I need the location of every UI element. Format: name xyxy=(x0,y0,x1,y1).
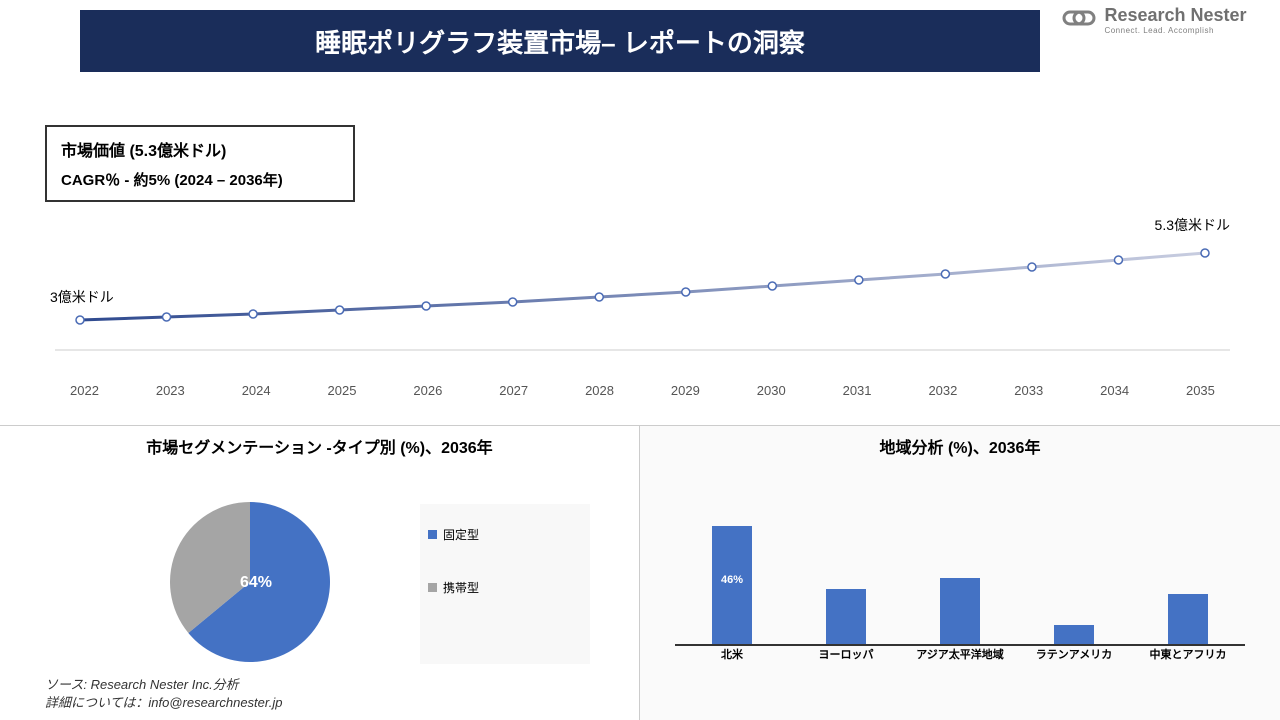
footer-source: ソース: Research Nester Inc.分析 詳細については：info… xyxy=(45,676,282,712)
bar-4 xyxy=(1168,594,1208,646)
market-value-text: 市場価値 (5.3億米ドル) xyxy=(61,137,339,161)
bar-3 xyxy=(1054,625,1094,646)
footer-line2: 詳細については：info@researchnester.jp xyxy=(45,694,282,712)
brand-logo: Research Nester Connect. Lead. Accomplis… xyxy=(1062,5,1272,35)
bar-x-labels: 北米ヨーロッパアジア太平洋地域ラテンアメリカ中東とアフリカ xyxy=(675,646,1245,662)
pie-title: 市場セグメンテーション -タイプ別 (%)、2036年 xyxy=(20,434,619,458)
cagr-text: CAGR％ - 約5% (2024 – 2036年) xyxy=(61,169,339,190)
bar-1 xyxy=(826,589,866,646)
line-start-label: 3億米ドル xyxy=(50,287,114,307)
bar-2 xyxy=(940,578,980,646)
line-end-label: 5.3億米ドル xyxy=(1155,215,1230,235)
footer-line1: ソース: Research Nester Inc.分析 xyxy=(45,676,282,694)
bar-0: 46% xyxy=(712,526,752,646)
bar-chart-area: 46% xyxy=(675,476,1245,646)
bar-panel: 地域分析 (%)、2036年 46% 北米ヨーロッパアジア太平洋地域ラテンアメリ… xyxy=(640,426,1280,720)
line-x-labels: 2022202320242025202620272028202920302031… xyxy=(70,383,1215,398)
line-chart-svg xyxy=(45,220,1240,380)
bar-title: 地域分析 (%)、2036年 xyxy=(660,434,1260,458)
market-info-box: 市場価値 (5.3億米ドル) CAGR％ - 約5% (2024 – 2036年… xyxy=(45,125,355,202)
page-title: 睡眠ポリグラフ装置市場– レポートの洞察 xyxy=(315,23,805,60)
logo-tagline: Connect. Lead. Accomplish xyxy=(1104,26,1246,35)
growth-line-chart: 5.3億米ドル 3億米ドル 20222023202420252026202720… xyxy=(45,220,1240,410)
pie-pct-label: 64% xyxy=(240,574,272,592)
header-bar: 睡眠ポリグラフ装置市場– レポートの洞察 xyxy=(80,10,1040,72)
bars-container: 46% xyxy=(675,496,1245,646)
logo-brand-text: Research Nester xyxy=(1104,5,1246,26)
pie-legend: 固定型携帯型 xyxy=(420,504,590,664)
logo-icon xyxy=(1062,6,1096,35)
